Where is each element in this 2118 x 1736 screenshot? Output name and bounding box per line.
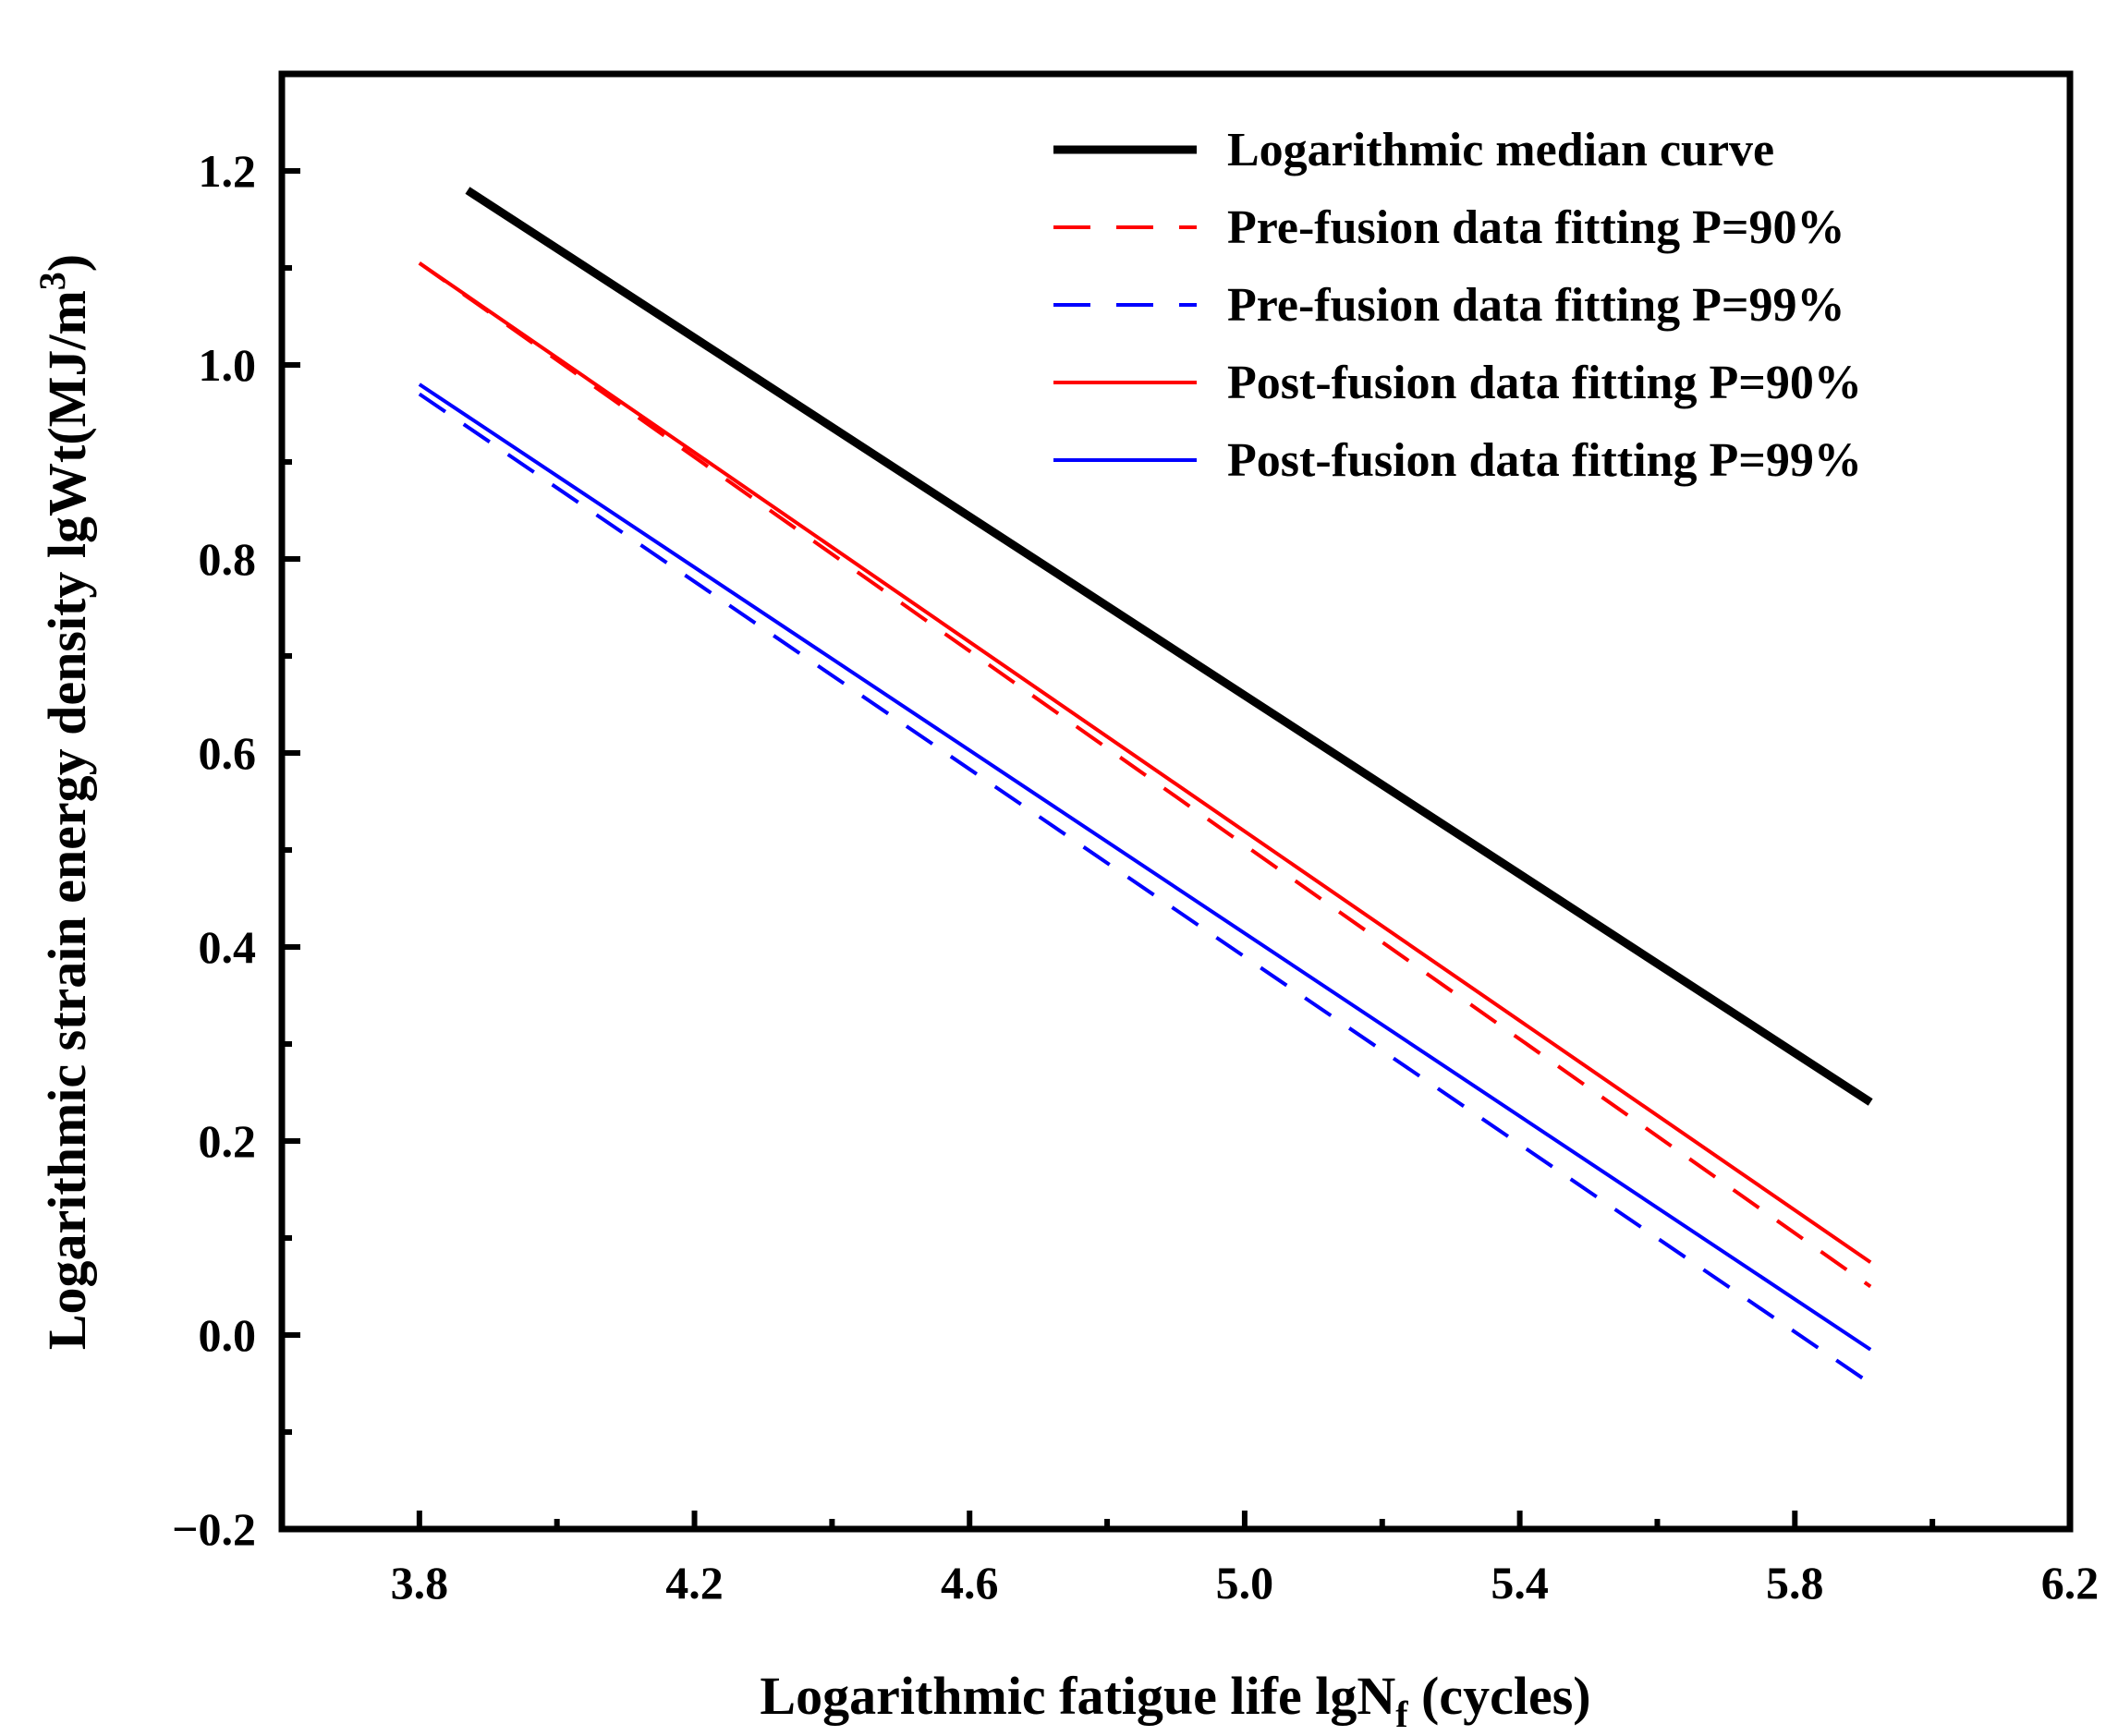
series-lines: [418, 187, 1873, 1386]
x-tick-label: 6.2: [2041, 1557, 2100, 1609]
y-tick-label: −0.2: [172, 1503, 256, 1555]
x-tick-label: 5.8: [1766, 1557, 1824, 1609]
y-tick-label: 0.6: [199, 727, 257, 779]
y-tick-label: 0.0: [199, 1309, 257, 1361]
series-line-1: [465, 187, 1873, 1106]
legend-label-5: Post-fusion data fitting P=99%: [1227, 434, 1862, 487]
y-tick-label: 0.2: [199, 1115, 257, 1167]
x-axis-title: Logarithmic fatigue life lgNf (cycles): [760, 1666, 1590, 1735]
legend-label-1: Logarithmic median curve: [1227, 124, 1774, 176]
series-line-4: [418, 261, 1872, 1264]
y-tick-label: 0.8: [199, 533, 257, 585]
legend-label-2: Pre-fusion data fitting P=90%: [1227, 201, 1845, 254]
axis-ticks: 3.8 4.2 4.6 5.0 5.4 5.8 6.2 −0.2 0.0 0.2 0.4 0.6 0.8…: [172, 71, 2100, 1609]
y-axis-title: Logarithmic strain energy density lgWt(M…: [31, 254, 97, 1350]
x-tick-label: 4.6: [941, 1557, 999, 1609]
y-tick-label: 1.0: [199, 339, 257, 391]
legend-label-4: Post-fusion data fitting P=90%: [1227, 357, 1862, 409]
x-tick-label: 4.2: [665, 1557, 724, 1609]
x-tick-label: 5.0: [1216, 1557, 1274, 1609]
legend-label-3: Pre-fusion data fitting P=99%: [1227, 279, 1845, 332]
series-line-3: [418, 392, 1872, 1386]
x-tick-label: 3.8: [391, 1557, 449, 1609]
y-tick-label: 1.2: [199, 145, 257, 197]
series-line-5: [418, 382, 1872, 1352]
series-line-2: [418, 261, 1872, 1289]
x-tick-label: 5.4: [1491, 1557, 1549, 1609]
legend: Logarithmic median curve Pre-fusion data …: [1053, 124, 1862, 487]
y-tick-label: 0.4: [199, 921, 257, 973]
plot-frame: [278, 70, 2074, 1533]
